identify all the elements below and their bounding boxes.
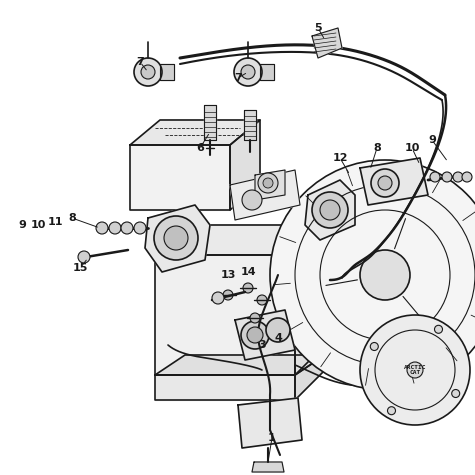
Circle shape [258, 173, 278, 193]
Polygon shape [305, 180, 355, 240]
Polygon shape [155, 375, 295, 400]
Polygon shape [155, 225, 325, 255]
Circle shape [109, 222, 121, 234]
Text: 4: 4 [274, 333, 282, 343]
Polygon shape [255, 170, 285, 200]
Circle shape [234, 58, 262, 86]
Text: 8: 8 [373, 143, 381, 153]
Text: 10: 10 [404, 143, 420, 153]
Circle shape [78, 251, 90, 263]
Text: 9: 9 [428, 135, 436, 145]
Polygon shape [204, 105, 216, 140]
Text: 7: 7 [136, 57, 144, 67]
Circle shape [241, 65, 255, 79]
Circle shape [212, 292, 224, 304]
Circle shape [243, 283, 253, 293]
Polygon shape [244, 110, 256, 140]
Circle shape [242, 190, 262, 210]
Circle shape [257, 295, 267, 305]
Polygon shape [145, 205, 210, 272]
Circle shape [141, 65, 155, 79]
Circle shape [430, 172, 440, 182]
Text: 15: 15 [72, 263, 88, 273]
Polygon shape [130, 145, 230, 210]
Circle shape [452, 390, 460, 398]
Circle shape [121, 222, 133, 234]
Text: 11: 11 [47, 217, 63, 227]
Circle shape [263, 178, 273, 188]
Polygon shape [155, 255, 295, 375]
Circle shape [96, 222, 108, 234]
Text: ARCTIC
CAT: ARCTIC CAT [404, 365, 426, 375]
Polygon shape [155, 355, 325, 375]
Text: 13: 13 [220, 270, 236, 280]
Circle shape [360, 250, 410, 300]
Polygon shape [295, 355, 325, 400]
Circle shape [388, 407, 396, 415]
Circle shape [223, 290, 233, 300]
Polygon shape [230, 170, 300, 220]
Text: 12: 12 [332, 153, 348, 163]
Text: 1: 1 [268, 433, 276, 443]
Polygon shape [235, 310, 295, 360]
Text: 5: 5 [314, 23, 322, 33]
Circle shape [378, 176, 392, 190]
Text: 9: 9 [18, 220, 26, 230]
Circle shape [442, 172, 452, 182]
Polygon shape [260, 64, 274, 80]
Circle shape [134, 58, 162, 86]
Circle shape [407, 362, 423, 378]
Circle shape [462, 172, 472, 182]
Polygon shape [312, 28, 342, 58]
Text: 3: 3 [258, 340, 266, 350]
Circle shape [435, 325, 443, 333]
Text: 7: 7 [234, 73, 242, 83]
Circle shape [320, 200, 340, 220]
Circle shape [312, 192, 348, 228]
Text: 14: 14 [240, 267, 256, 277]
Circle shape [266, 318, 290, 342]
Circle shape [247, 327, 263, 343]
Circle shape [453, 172, 463, 182]
Text: 8: 8 [68, 213, 76, 223]
Circle shape [134, 222, 146, 234]
Circle shape [164, 226, 188, 250]
Polygon shape [160, 64, 174, 80]
Circle shape [360, 315, 470, 425]
Circle shape [250, 313, 260, 323]
Polygon shape [130, 120, 260, 145]
Circle shape [370, 342, 378, 351]
Polygon shape [230, 120, 260, 210]
Text: 10: 10 [30, 220, 46, 230]
Polygon shape [238, 398, 302, 448]
Polygon shape [295, 225, 325, 375]
Polygon shape [252, 462, 284, 472]
Circle shape [241, 321, 269, 349]
Polygon shape [360, 158, 428, 205]
Text: 6: 6 [196, 143, 204, 153]
Circle shape [270, 160, 475, 390]
Circle shape [154, 216, 198, 260]
Circle shape [371, 169, 399, 197]
